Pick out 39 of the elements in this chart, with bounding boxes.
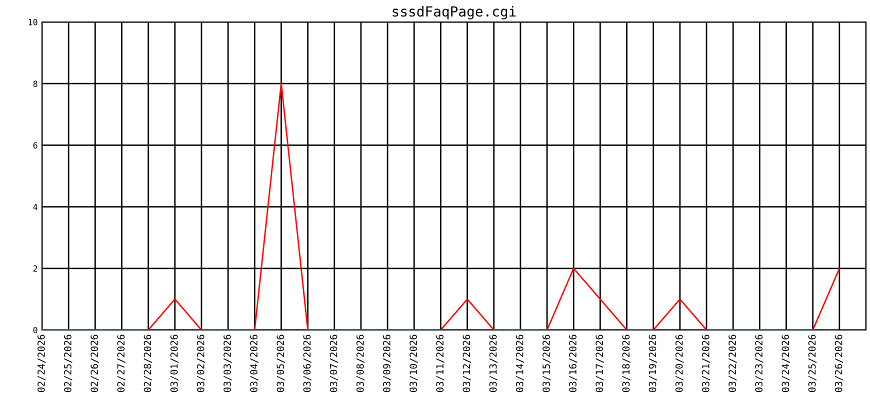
y-tick-label: 6 [33, 142, 38, 149]
x-tick-label: 03/17/2026 [596, 334, 604, 392]
y-tick-label: 8 [33, 80, 38, 87]
y-tick-label: 0 [33, 327, 38, 334]
x-tick-label: 03/06/2026 [303, 334, 312, 392]
x-tick-label: 03/19/2026 [648, 334, 657, 392]
x-tick-label: 02/28/2026 [144, 334, 152, 392]
y-tick-label: 10 [28, 19, 38, 26]
x-tick-label: 03/05/2026 [276, 334, 285, 392]
y-tick-label: 4 [33, 204, 38, 210]
x-tick-label: 03/25/2026 [808, 334, 816, 392]
x-tick-label: 03/13/2026 [489, 334, 498, 392]
x-tick-label: 03/09/2026 [383, 334, 392, 392]
x-tick-label: 03/23/2026 [755, 334, 764, 392]
x-tick-label: 03/10/2026 [410, 334, 418, 392]
x-tick-label: 03/22/2026 [728, 334, 737, 392]
x-tick-label: 03/12/2026 [462, 334, 471, 392]
x-tick-label: 02/24/2026 [37, 334, 46, 392]
x-tick-label: 03/04/2026 [250, 334, 258, 392]
x-tick-label: 03/26/2026 [834, 334, 844, 392]
x-tick-label: 03/02/2026 [196, 334, 206, 392]
y-tick-label: 2 [33, 265, 38, 272]
x-tick-label: 03/14/2026 [516, 334, 524, 392]
x-tick-label: 03/21/2026 [702, 334, 710, 392]
x-tick-label: 02/27/2026 [117, 334, 126, 392]
x-tick-label: 03/16/2026 [569, 334, 578, 392]
x-tick-label: 03/08/2026 [356, 334, 365, 392]
x-tick-label: 03/15/2026 [542, 334, 551, 392]
chart-title: sssdFaqPage.cgi [392, 6, 516, 20]
x-tick-label: 03/07/2026 [330, 334, 338, 392]
x-tick-label: 02/25/2026 [64, 334, 72, 392]
line-series [42, 82, 840, 330]
x-tick-label: 03/11/2026 [436, 334, 444, 392]
x-tick-label: 03/01/2026 [170, 334, 179, 392]
x-tick-label: 03/03/2026 [224, 334, 232, 392]
x-tick-label: 02/26/2026 [90, 334, 99, 392]
x-tick-label: 03/20/2026 [675, 334, 684, 392]
x-tick-label: 03/18/2026 [622, 334, 630, 392]
x-tick-label: 03/24/2026 [782, 334, 790, 392]
